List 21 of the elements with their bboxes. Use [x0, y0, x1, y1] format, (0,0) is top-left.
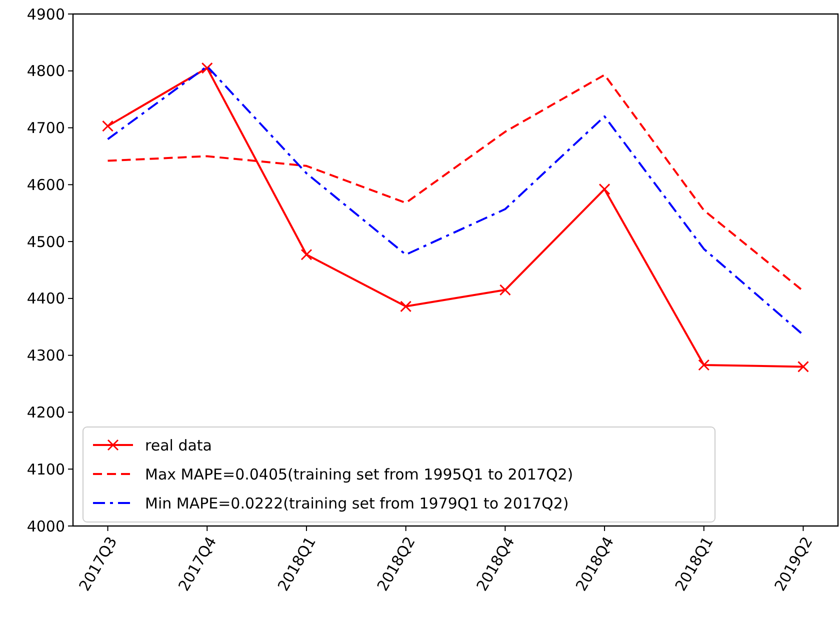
legend-label: Min MAPE=0.0222(training set from 1979Q1 to 2017Q2) [145, 494, 569, 512]
y-tick-label: 4600 [26, 176, 65, 194]
point [300, 248, 312, 260]
y-tick-label: 4700 [26, 119, 65, 138]
y-tick-label: 4100 [26, 460, 65, 478]
point [797, 360, 809, 372]
y-tick-label: 4400 [26, 290, 65, 308]
y-tick-label: 4000 [26, 517, 65, 536]
y-tick-label: 4300 [26, 346, 65, 365]
y-tick-label: 4800 [26, 62, 65, 80]
point [201, 62, 213, 74]
point [400, 300, 412, 312]
point [102, 120, 114, 132]
y-tick-label: 4200 [26, 403, 65, 422]
point [598, 183, 610, 195]
point [499, 284, 511, 296]
point [698, 359, 710, 371]
y-tick-label: 4500 [26, 232, 65, 251]
legend-label: Max MAPE=0.0405(training set from 1995Q1 to 2017Q2) [145, 465, 574, 484]
y-tick-label: 4900 [26, 5, 65, 24]
legend-label: real data [145, 436, 212, 454]
